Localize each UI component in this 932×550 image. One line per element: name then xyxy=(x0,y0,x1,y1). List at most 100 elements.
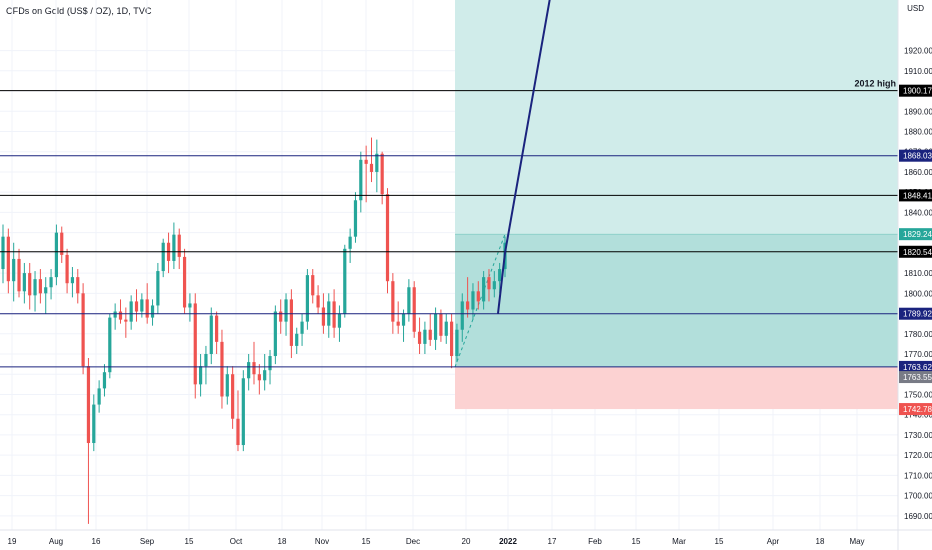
candle xyxy=(423,321,427,355)
price-tick-label: 1920.00 xyxy=(904,47,932,56)
candle-body xyxy=(487,277,491,290)
candle-body xyxy=(460,301,464,330)
candle-body xyxy=(140,299,144,312)
candle xyxy=(145,283,149,324)
time-tick-label: 19 xyxy=(8,537,17,546)
candle-body xyxy=(1,236,5,270)
candle-body xyxy=(466,301,470,310)
candle xyxy=(343,244,347,318)
candle-body xyxy=(401,313,406,326)
candle-body xyxy=(375,153,379,172)
candle-body xyxy=(311,275,315,296)
candle-body xyxy=(476,291,480,302)
time-tick-label: Sep xyxy=(140,537,155,546)
price-tag-bg xyxy=(899,360,932,373)
candle xyxy=(316,285,320,314)
price-tag-bg xyxy=(899,307,932,320)
candle-body xyxy=(273,311,277,357)
time-tick-label: 2022 xyxy=(499,537,517,546)
price-tag: 1829.24 xyxy=(899,228,932,241)
candle xyxy=(359,151,363,213)
candle xyxy=(455,323,459,363)
candle xyxy=(482,271,486,310)
time-axis[interactable]: 19 Aug 16 Sep 15 Oct 18 Nov 15 Dec 20 2022 17 Feb 15 Ma… xyxy=(0,529,932,546)
candle xyxy=(156,262,160,314)
candle-body xyxy=(193,303,197,385)
candle xyxy=(108,313,112,379)
price-tick-label: 1700.00 xyxy=(904,492,932,501)
time-tick-label: Oct xyxy=(230,537,243,546)
candle-body xyxy=(380,153,384,195)
candle xyxy=(193,293,197,399)
candle xyxy=(70,267,75,298)
price-tag-label: 1820.54 xyxy=(903,248,932,257)
candle-body xyxy=(145,299,149,318)
price-tag-label: 1829.24 xyxy=(903,230,932,239)
candle xyxy=(412,281,416,338)
price-tick-label: 1770.00 xyxy=(904,350,932,359)
candle xyxy=(124,307,128,338)
price-tick-label: 1880.00 xyxy=(904,127,932,136)
candle-body xyxy=(252,362,256,375)
candle xyxy=(28,262,32,310)
candle-body xyxy=(417,331,422,344)
candle xyxy=(22,262,26,304)
candle-body xyxy=(305,275,310,322)
price-tag-bg xyxy=(899,371,932,384)
candle xyxy=(38,269,42,304)
candle-body xyxy=(97,388,101,405)
price-tag-label: 1763.62 xyxy=(903,363,932,372)
candle xyxy=(295,327,299,355)
candle-body xyxy=(108,317,112,373)
candle-body xyxy=(348,236,352,249)
candle-body xyxy=(92,404,96,444)
candle xyxy=(369,137,374,183)
candle xyxy=(247,354,251,391)
price-tick-label: 1910.00 xyxy=(904,67,932,76)
price-tag-label: 1848.41 xyxy=(903,191,932,200)
candle-body xyxy=(113,311,117,318)
horizontal-levels[interactable]: 2012 high xyxy=(0,79,898,368)
time-tick-label: 20 xyxy=(462,537,471,546)
price-tick-label: 1800.00 xyxy=(904,289,932,298)
candle-body xyxy=(412,287,416,332)
candle-body xyxy=(407,287,411,314)
candle-body xyxy=(498,269,502,282)
price-tick-label: 1840.00 xyxy=(904,208,932,217)
candle xyxy=(236,390,240,452)
projection-zone xyxy=(455,0,898,235)
candle xyxy=(284,293,288,336)
candle xyxy=(1,224,5,284)
candle-body xyxy=(353,200,358,237)
candle xyxy=(460,293,464,342)
price-tag-label: 1789.92 xyxy=(903,310,932,319)
candle-body xyxy=(279,311,283,322)
candle-body xyxy=(124,319,128,322)
price-tag-label: 1900.17 xyxy=(903,87,932,96)
candle xyxy=(241,370,245,452)
candle xyxy=(375,139,379,193)
candle-body xyxy=(439,313,443,336)
price-tag-label: 1763.55 xyxy=(903,373,932,382)
candle xyxy=(407,279,411,322)
projection-line[interactable] xyxy=(497,0,551,314)
candle-body xyxy=(257,374,261,381)
candle-body xyxy=(471,291,475,310)
candle xyxy=(327,293,331,338)
price-axis[interactable]: 1690.00 1700.00 1710.00 1720.00 1730.00 1740.… xyxy=(897,0,932,550)
time-tick-label: Feb xyxy=(588,537,602,546)
candle-body xyxy=(444,321,448,336)
candle-body xyxy=(204,354,208,367)
candle xyxy=(198,354,203,397)
candle xyxy=(417,317,422,355)
candle xyxy=(33,271,37,312)
price-tag: 1742.78 xyxy=(899,403,932,416)
candle xyxy=(188,293,192,322)
time-tick-label: Mar xyxy=(672,537,686,546)
candle xyxy=(49,269,53,300)
candle-body xyxy=(28,273,32,296)
time-tick-label: Aug xyxy=(49,537,63,546)
price-tag: 1848.41 xyxy=(899,189,932,202)
candle xyxy=(385,188,390,294)
